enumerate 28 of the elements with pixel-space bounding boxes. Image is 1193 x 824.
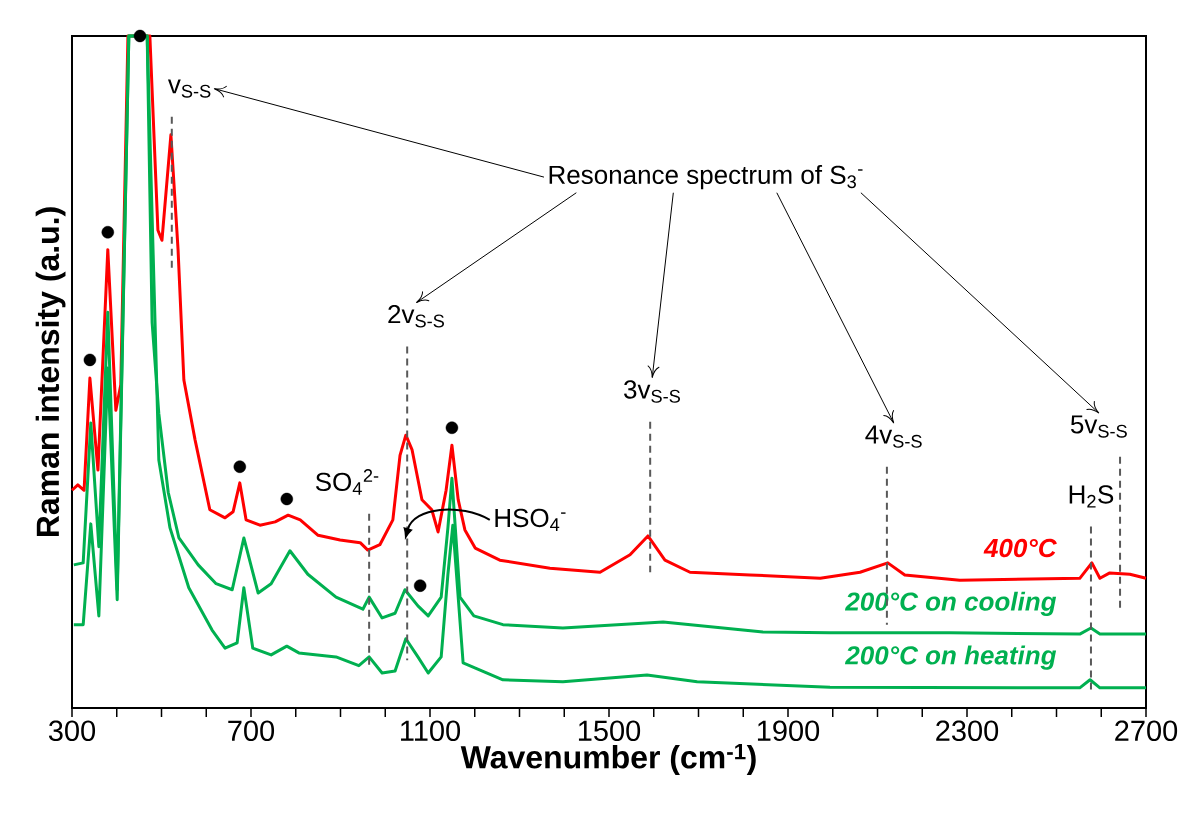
series-label: 200°C on heating bbox=[844, 645, 1057, 670]
x-axis-title: Wavenumber (cm$^{-1}$) bbox=[460, 743, 756, 775]
ref-line-label: 4v$_{S-S}$ bbox=[865, 425, 922, 448]
ref-line-label: v$_{S-S}$ bbox=[167, 79, 211, 98]
annotation: HSO$_{4}$- bbox=[495, 508, 566, 531]
x-tick-label: 700 bbox=[228, 720, 275, 742]
point bbox=[101, 226, 114, 239]
y-axis-title: Raman intensity (a.u.) bbox=[35, 207, 66, 537]
x-tick-label: 300 bbox=[48, 720, 96, 742]
x-tick-label: 1500 bbox=[578, 720, 641, 742]
series-label: 200°C on cooling bbox=[844, 591, 1057, 616]
ref-line-label: SO$_{4}$2- bbox=[315, 469, 379, 495]
x-tick-label: 2700 bbox=[1115, 720, 1178, 742]
ref-line-label: 5v$_{S-S}$ bbox=[1070, 415, 1127, 438]
annotation: Resonance spectrum of S$_{3}$- bbox=[549, 165, 863, 190]
ref-line-label: 3v$_{S-S}$ bbox=[624, 380, 680, 403]
ref-line-label: 2v$_{S-S}$ bbox=[388, 304, 444, 328]
point bbox=[83, 353, 97, 367]
point bbox=[413, 579, 427, 592]
point bbox=[133, 29, 147, 43]
x-tick-label: 1100 bbox=[401, 720, 461, 742]
ref-line-label: H$_{2}$S bbox=[1069, 485, 1114, 508]
x-tick-label: 1900 bbox=[757, 720, 820, 742]
point bbox=[445, 421, 459, 434]
point bbox=[280, 492, 293, 506]
point bbox=[233, 460, 247, 473]
series-label: 400°C bbox=[983, 538, 1057, 558]
x-tick-label: 2300 bbox=[936, 720, 999, 742]
